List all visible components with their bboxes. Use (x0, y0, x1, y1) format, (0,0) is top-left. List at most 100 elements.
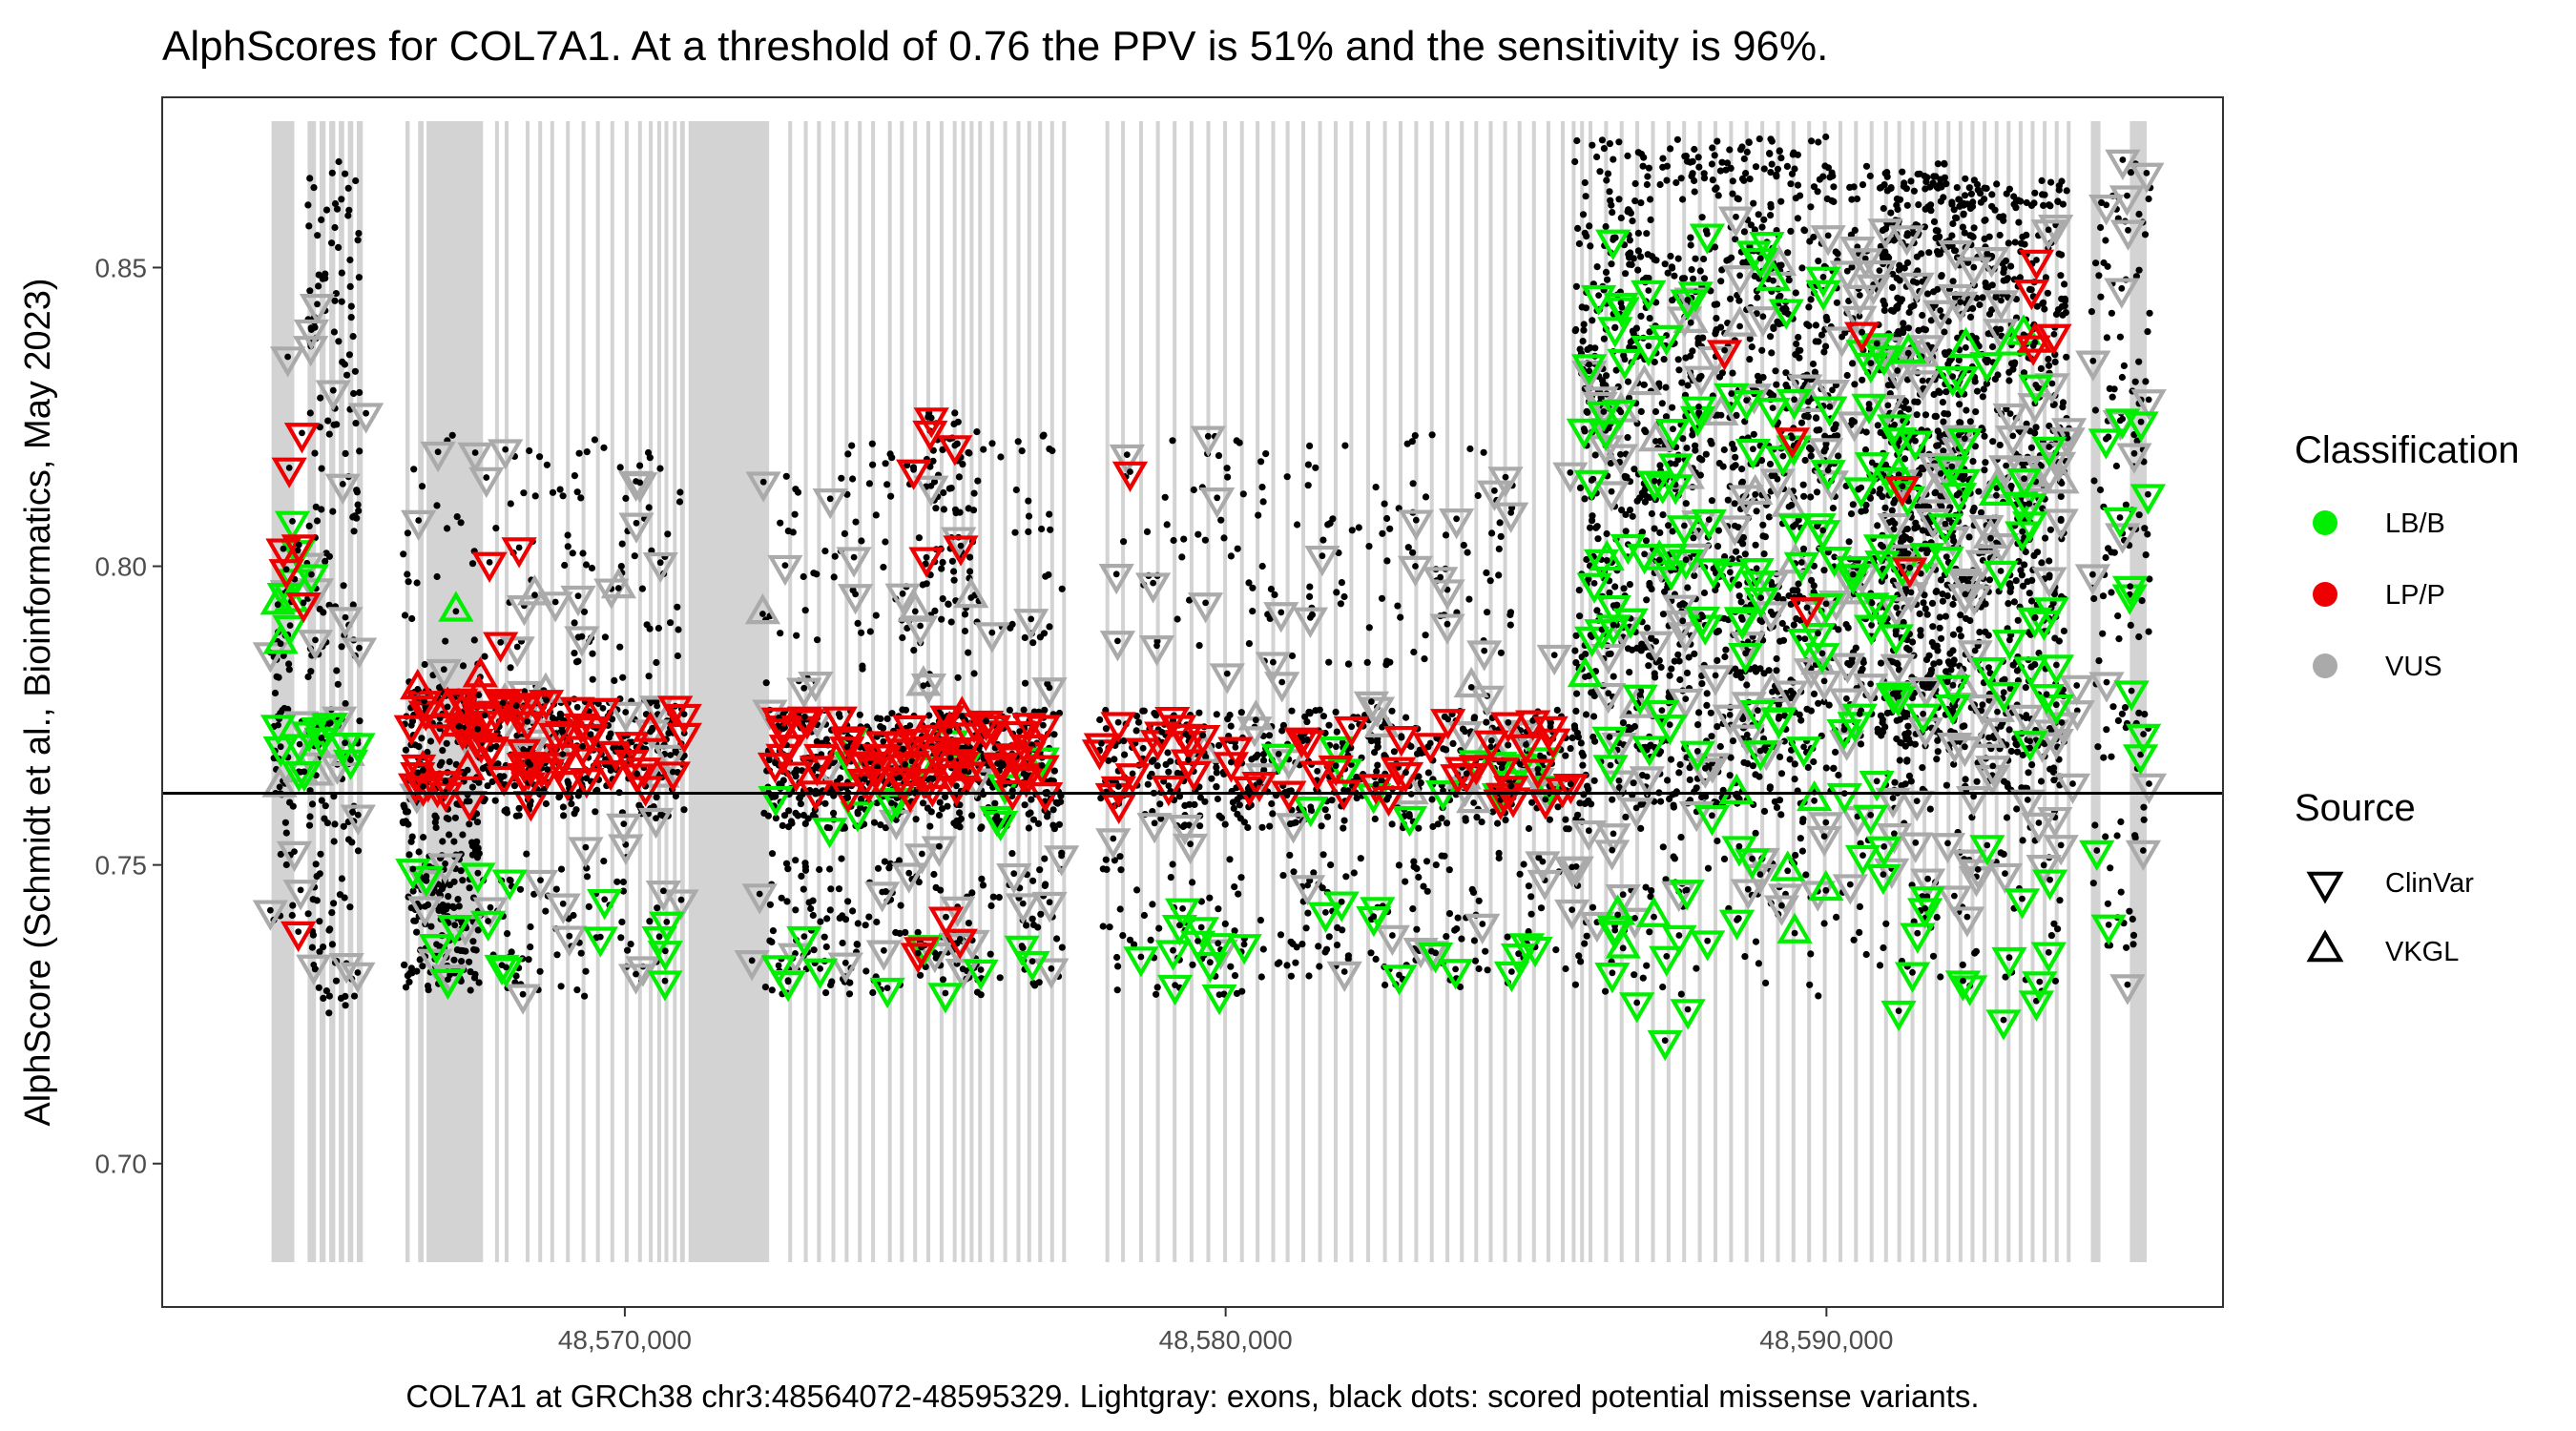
missense-dot (780, 812, 789, 819)
missense-dot (1718, 266, 1726, 274)
missense-dot (1028, 796, 1035, 803)
missense-dot (2140, 803, 2148, 811)
missense-dot (1695, 163, 1703, 171)
missense-dot (1799, 481, 1807, 488)
exon-band (1744, 121, 1749, 1262)
missense-dot (1267, 585, 1275, 593)
missense-dot (1726, 772, 1734, 779)
missense-dot (1646, 579, 1653, 588)
missense-dot (1800, 492, 1808, 500)
missense-dot (1634, 229, 1642, 237)
missense-dot (616, 643, 624, 651)
missense-dot (1420, 882, 1427, 890)
missense-dot (766, 901, 775, 908)
missense-dot (1810, 757, 1818, 766)
missense-dot (345, 206, 353, 214)
missense-dot (1830, 197, 1838, 205)
missense-dot (1415, 873, 1423, 881)
missense-dot (1622, 270, 1630, 278)
missense-dot (961, 627, 969, 635)
missense-dot (442, 637, 449, 645)
missense-dot (1713, 315, 1720, 322)
missense-dot (1438, 852, 1445, 860)
missense-dot (1967, 190, 1975, 197)
missense-dot (2099, 592, 2108, 600)
missense-dot (1579, 761, 1587, 769)
missense-dot (559, 492, 567, 500)
missense-dot (467, 968, 474, 976)
missense-dot (1982, 628, 1989, 636)
exon-band (2090, 121, 2101, 1262)
missense-dot (2108, 309, 2115, 317)
missense-dot (288, 911, 296, 920)
missense-dot (1879, 493, 1886, 501)
missense-dot (822, 943, 830, 951)
missense-dot (1208, 775, 1215, 782)
missense-dot (1484, 609, 1491, 616)
missense-dot (2141, 525, 2149, 532)
missense-dot (636, 462, 644, 469)
missense-dot (1622, 510, 1630, 519)
missense-dot (1742, 170, 1750, 177)
missense-dot (307, 668, 315, 675)
missense-dot (2121, 704, 2129, 712)
missense-dot (1713, 798, 1720, 806)
missense-dot (1554, 803, 1562, 811)
missense-dot (1846, 183, 1854, 191)
missense-dot (1306, 583, 1314, 591)
missense-dot (1058, 944, 1066, 951)
missense-dot (1676, 675, 1684, 684)
missense-dot (1830, 425, 1838, 433)
missense-dot (1652, 658, 1660, 666)
missense-dot (1667, 756, 1675, 763)
missense-dot (1651, 358, 1658, 366)
missense-dot (1624, 378, 1632, 385)
missense-dot (1966, 313, 1975, 321)
missense-dot (1378, 594, 1386, 602)
missense-dot (1934, 442, 1942, 449)
missense-dot (929, 446, 937, 454)
missense-dot (801, 863, 810, 871)
missense-dot (1443, 819, 1451, 827)
exon-band (844, 121, 849, 1262)
missense-dot (1206, 894, 1214, 902)
missense-dot (1922, 655, 1931, 664)
missense-dot (935, 811, 944, 819)
missense-dot (1903, 259, 1912, 266)
missense-dot (335, 157, 343, 166)
missense-dot (1262, 450, 1270, 458)
missense-dot (887, 492, 895, 500)
missense-dot (413, 579, 421, 587)
missense-dot (340, 582, 347, 590)
missense-dot (1795, 333, 1802, 342)
missense-dot (2144, 530, 2151, 538)
missense-dot (1608, 201, 1615, 209)
missense-dot (322, 550, 330, 557)
missense-dot (1698, 214, 1706, 221)
missense-dot (1622, 528, 1630, 535)
missense-dot (968, 889, 976, 897)
missense-dot (1767, 169, 1775, 176)
missense-dot (308, 944, 316, 951)
missense-dot (1669, 528, 1676, 535)
missense-dot (347, 302, 355, 310)
missense-dot (801, 607, 809, 614)
missense-dot (830, 809, 838, 818)
missense-dot (2027, 597, 2036, 605)
missense-dot (1751, 272, 1758, 280)
missense-dot (330, 421, 338, 428)
missense-dot (1853, 195, 1861, 203)
missense-dot (1340, 817, 1348, 824)
missense-dot (1804, 763, 1812, 772)
missense-dot (1338, 579, 1345, 587)
missense-dot (2054, 197, 2062, 206)
missense-dot (1111, 756, 1118, 763)
missense-dot (1815, 258, 1822, 265)
missense-dot (1754, 294, 1761, 301)
missense-dot (322, 802, 329, 810)
missense-dot (425, 986, 432, 994)
missense-dot (1920, 599, 1927, 607)
missense-dot (1874, 422, 1881, 429)
missense-dot (1506, 609, 1515, 616)
missense-dot (1658, 400, 1666, 407)
